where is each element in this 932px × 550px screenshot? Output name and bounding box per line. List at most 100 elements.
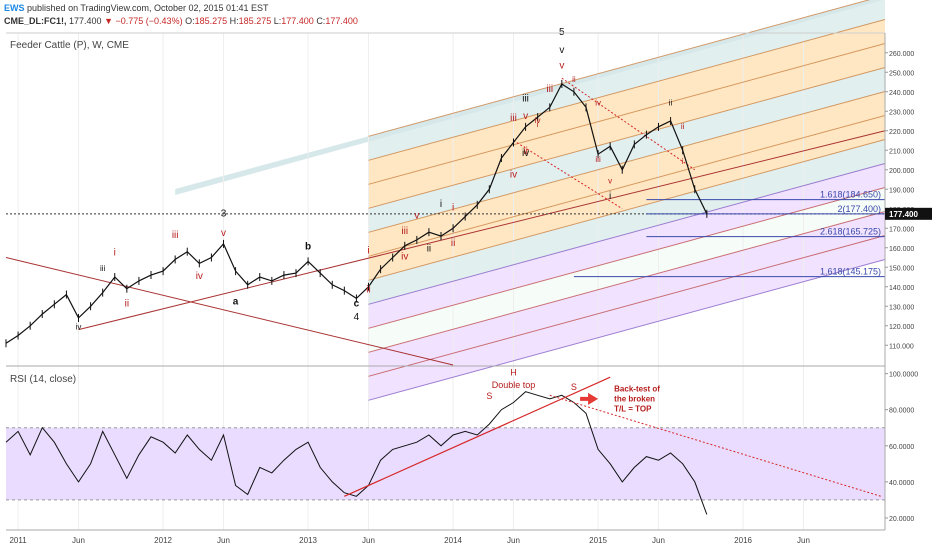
pitchfork-band-upper xyxy=(368,115,885,281)
pitchfork-band-upper xyxy=(368,139,885,305)
pitchfork-line xyxy=(368,258,886,401)
wave-label: i xyxy=(682,157,684,166)
pitchfork-line xyxy=(368,114,886,257)
time-tick-label: Jun xyxy=(217,536,230,545)
wave-label: iii xyxy=(401,226,408,237)
chart-title: Feeder Cattle (P), W, CME xyxy=(10,40,129,51)
median-reaction-line xyxy=(5,257,454,366)
close-label: C: xyxy=(316,16,326,26)
rsi-tick-label: 80.0000 xyxy=(889,408,914,415)
red-arrow-icon xyxy=(580,392,599,405)
wave-label: iii xyxy=(546,84,553,95)
pitchfork-line xyxy=(368,234,886,377)
time-tick-label: 2015 xyxy=(589,536,607,545)
channel-line xyxy=(78,130,886,331)
price-tick-label: 200.000 xyxy=(889,168,914,175)
pitchfork-band-upper xyxy=(368,0,885,161)
wave-label: ii xyxy=(366,285,370,296)
wave-label: ii xyxy=(681,122,685,131)
fib-level-label: 1.618(184.650) xyxy=(820,190,881,200)
rsi-trendline xyxy=(344,376,611,497)
price-tick-label: 150.000 xyxy=(889,265,914,272)
time-tick-label: Jun xyxy=(652,536,665,545)
price-tick-label: 140.000 xyxy=(889,285,914,292)
wave-label: ii xyxy=(572,75,576,84)
wave-label: i xyxy=(452,203,454,214)
wave-label: iv xyxy=(535,116,541,125)
wave-label: i xyxy=(609,191,611,202)
axes-layer: Feeder Cattle (P), W, CME 110.000 120.000 1… xyxy=(6,32,932,545)
wave-label: v xyxy=(523,111,528,122)
pitchfork-line xyxy=(368,162,886,305)
wave-label: b xyxy=(305,242,311,253)
wave-label: v xyxy=(559,45,564,56)
rsi-backtest-note: the broken xyxy=(614,395,655,404)
price-tick-label: 260.000 xyxy=(889,51,914,58)
published-text: published on TradingView.com, October 02… xyxy=(27,3,269,13)
wave-label: iv xyxy=(522,148,529,159)
wave-label: iii xyxy=(172,230,179,241)
pitchfork-line xyxy=(368,66,886,209)
pitchfork-band-lower xyxy=(368,211,885,377)
price-tick-label: 130.000 xyxy=(889,304,914,311)
wave-label: v xyxy=(559,60,564,71)
wave-label: ii xyxy=(669,98,673,107)
open-label: O: xyxy=(185,16,195,26)
price-tick-label: 110.000 xyxy=(889,343,914,350)
pitchfork-band-lower xyxy=(368,163,885,329)
rsi-label-shoulder: S xyxy=(571,382,577,392)
wave-label: ii xyxy=(125,298,129,309)
wave-label: ii xyxy=(427,244,431,255)
time-tick-label: 2011 xyxy=(9,536,27,545)
pitchfork-band-upper xyxy=(368,19,885,185)
low-label: L: xyxy=(273,16,282,26)
wave-label: v xyxy=(221,228,226,239)
rsi-series-layer xyxy=(5,376,885,515)
wave-label: iv xyxy=(510,170,517,181)
rsi-title: RSI (14, close) xyxy=(10,374,76,385)
price-tick-label: 220.000 xyxy=(889,129,914,136)
rsi-line xyxy=(5,391,708,515)
rsi-label-double-top: Double top xyxy=(492,380,536,390)
rsi-backtest-note: Back-test of xyxy=(614,385,660,394)
price-change: −0.775 (−0.43%) xyxy=(115,16,183,26)
rsi-tick-label: 100.0000 xyxy=(889,372,918,379)
wave-label: i xyxy=(537,120,539,129)
wave-label: i xyxy=(440,199,442,210)
wave-label: i xyxy=(367,246,369,257)
pitchfork-line xyxy=(368,0,871,137)
pitchfork-line xyxy=(368,42,886,185)
time-tick-label: Jun xyxy=(72,536,85,545)
last-price-tag-label: 177.400 xyxy=(889,210,918,219)
wave-label: iv xyxy=(76,323,82,332)
price-tick-label: 240.000 xyxy=(889,90,914,97)
time-tick-label: Jun xyxy=(362,536,375,545)
wave-label: iii xyxy=(522,94,529,105)
symbol-name[interactable]: CME_DL:FC1!, xyxy=(4,16,67,26)
wave-label: iii xyxy=(100,264,106,273)
price-tick-label: 230.000 xyxy=(889,109,914,116)
close-value: 177.400 xyxy=(325,16,358,26)
price-tick-label: 170.000 xyxy=(889,226,914,233)
wave-label: iii xyxy=(595,155,601,164)
wave-label: 4 xyxy=(354,312,360,323)
price-tick-label: 120.000 xyxy=(889,324,914,331)
pitchfork-line xyxy=(368,186,886,329)
wave-label: iii xyxy=(510,113,517,124)
publisher-badge[interactable]: EWS xyxy=(4,3,25,13)
price-tick-label: 190.000 xyxy=(889,187,914,194)
fib-level-label: 2.618(165.725) xyxy=(820,227,881,237)
rsi-label-shoulder: S xyxy=(486,391,492,401)
wave-label: iv xyxy=(595,98,601,107)
price-series-layer xyxy=(5,79,708,348)
low-value: 177.400 xyxy=(281,16,314,26)
diagonal-dashed-line xyxy=(513,140,623,210)
time-tick-label: 2016 xyxy=(734,536,752,545)
last-price-tag xyxy=(885,207,932,220)
wave-label: iv xyxy=(401,251,408,262)
wave-label: v xyxy=(414,211,419,222)
rsi-band xyxy=(6,427,885,500)
wave-label: iv xyxy=(196,271,203,282)
time-tick-label: Jun xyxy=(797,536,810,545)
